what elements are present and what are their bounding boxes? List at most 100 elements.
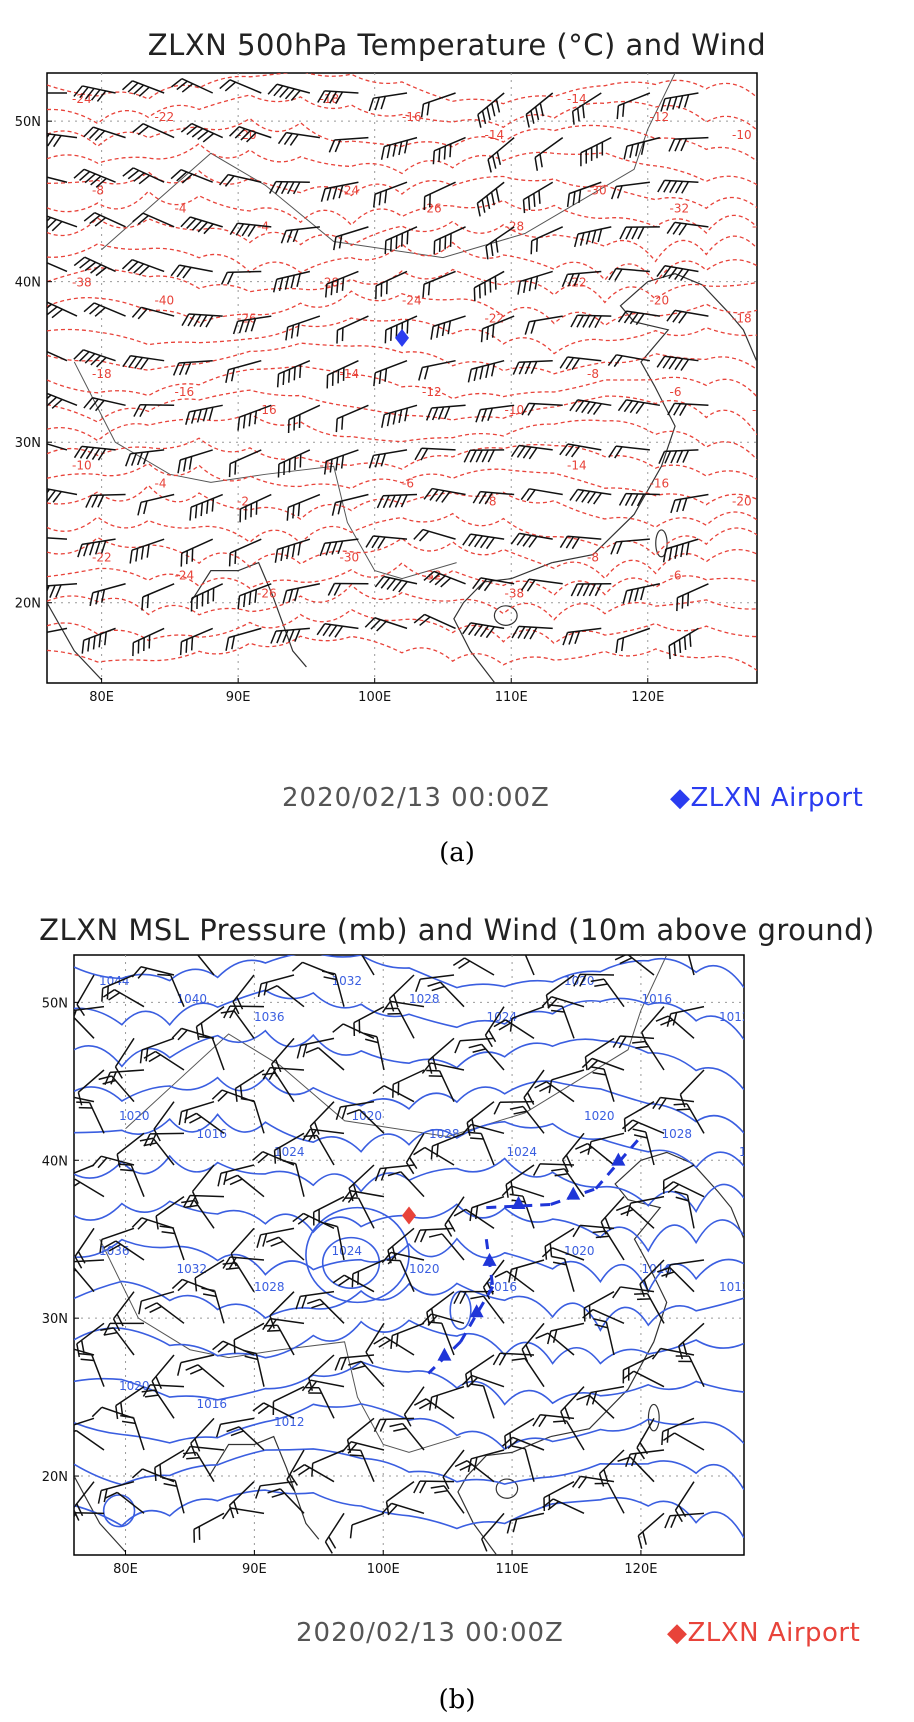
wind-barb bbox=[309, 1101, 335, 1140]
wind-barb bbox=[133, 403, 175, 418]
wind-barb bbox=[137, 493, 175, 516]
wind-barb bbox=[413, 1480, 455, 1494]
wind-barb bbox=[129, 538, 165, 564]
wind-barb bbox=[622, 583, 661, 604]
wind-barb bbox=[667, 402, 709, 417]
wind-barb bbox=[623, 1101, 655, 1133]
wind-barb bbox=[177, 449, 213, 474]
wind-barb bbox=[47, 487, 78, 503]
wind-barb bbox=[661, 1417, 695, 1446]
wind-barb bbox=[381, 1502, 425, 1516]
wind-barb bbox=[189, 493, 223, 521]
wind-barb bbox=[141, 583, 175, 611]
wind-barb bbox=[368, 92, 408, 112]
wind-barb bbox=[480, 315, 515, 343]
wind-barb bbox=[122, 167, 165, 185]
wind-barb bbox=[442, 1449, 465, 1490]
wind-barb bbox=[229, 126, 272, 143]
wind-barb bbox=[472, 577, 515, 592]
diamond-icon: ◆ bbox=[667, 1618, 688, 1648]
wind-barb bbox=[485, 226, 515, 260]
wind-barb bbox=[239, 493, 272, 523]
wind-barb bbox=[615, 627, 651, 654]
wind-barb bbox=[78, 1352, 105, 1387]
wind-barb bbox=[616, 92, 651, 120]
wind-barb bbox=[493, 1100, 535, 1115]
wind-barb bbox=[511, 1445, 535, 1482]
contour-label: -6 bbox=[670, 568, 682, 582]
wind-barb bbox=[176, 1354, 215, 1376]
wind-barbs bbox=[74, 955, 705, 1554]
contour-label: 1036 bbox=[254, 1010, 285, 1024]
wind-barb bbox=[501, 1185, 545, 1198]
wind-barb bbox=[153, 1101, 175, 1142]
wind-barb bbox=[684, 955, 695, 976]
panel-a-legend-label: ZLXN Airport bbox=[690, 783, 864, 813]
wind-barb bbox=[365, 1322, 385, 1365]
wind-barb bbox=[74, 1429, 105, 1451]
wind-barb bbox=[413, 613, 456, 630]
wind-barb bbox=[573, 973, 615, 987]
wind-barb bbox=[668, 627, 699, 660]
lat-tick-label: 20N bbox=[15, 597, 41, 612]
wind-barb bbox=[508, 1259, 545, 1283]
wind-barb bbox=[170, 264, 213, 279]
wind-barb bbox=[91, 1155, 135, 1169]
wind-barb bbox=[144, 1302, 185, 1324]
wind-barb bbox=[427, 981, 465, 1008]
panel-b-legend-label: ZLXN Airport bbox=[687, 1618, 861, 1648]
wind-barb bbox=[532, 1414, 575, 1428]
wind-barb bbox=[335, 404, 369, 433]
wind-barb bbox=[201, 1287, 225, 1324]
wind-barb bbox=[612, 1035, 655, 1049]
wind-barb bbox=[572, 1475, 615, 1489]
contour-label: -6 bbox=[670, 385, 682, 399]
wind-barb bbox=[610, 538, 650, 555]
wind-barb bbox=[657, 179, 699, 194]
contour-label: -14 bbox=[485, 128, 505, 142]
wind-barb bbox=[387, 1171, 425, 1198]
wind-barb bbox=[374, 1164, 415, 1182]
wind-barb bbox=[240, 1097, 265, 1134]
contour-label: -38 bbox=[505, 586, 525, 600]
wind-barb bbox=[178, 1100, 215, 1125]
wind-barb bbox=[510, 444, 553, 460]
wind-barb bbox=[348, 1164, 375, 1202]
wind-barb bbox=[282, 1160, 305, 1197]
wind-barb bbox=[172, 359, 213, 376]
wind-barb bbox=[651, 1347, 695, 1360]
wind-barb bbox=[74, 1164, 95, 1179]
contour-label: -8 bbox=[92, 184, 104, 198]
wind-barb bbox=[522, 181, 554, 214]
wind-barb bbox=[170, 77, 214, 94]
wind-barb bbox=[47, 345, 68, 362]
wind-barb bbox=[501, 1436, 545, 1451]
wind-barb bbox=[334, 1354, 375, 1371]
wind-barb bbox=[542, 1498, 585, 1515]
wind-barb bbox=[664, 1512, 705, 1529]
wind-barb bbox=[381, 404, 418, 428]
wind-barb bbox=[619, 226, 660, 240]
wind-barb bbox=[99, 1227, 135, 1253]
lon-tick-label: 100E bbox=[358, 690, 391, 705]
wind-barb bbox=[676, 583, 709, 612]
contour-label: -26 bbox=[237, 311, 257, 325]
wind-barb bbox=[430, 1485, 465, 1514]
contour-label: -16 bbox=[175, 385, 195, 399]
wind-barb bbox=[481, 1512, 505, 1552]
axis-ticks: 50N 40N 30N 20N 80E 90E 100E 110E 120E bbox=[42, 996, 658, 1577]
wind-barb bbox=[673, 1103, 705, 1134]
contour-label: 1028 bbox=[429, 1127, 460, 1141]
wind-barb bbox=[326, 360, 359, 389]
wind-barb bbox=[296, 1037, 335, 1059]
wind-barb bbox=[47, 392, 78, 409]
wind-barb bbox=[285, 315, 321, 341]
wind-barb bbox=[89, 583, 126, 607]
wind-barb bbox=[74, 1005, 105, 1023]
wind-barb bbox=[267, 1488, 305, 1514]
wind-barb bbox=[426, 1069, 455, 1102]
panel-a-temperature-wind: ZLXN 500hPa Temperature (°C) and Wind -2… bbox=[0, 0, 914, 868]
contour-label: 1012 bbox=[719, 1010, 750, 1024]
wind-barb bbox=[335, 1100, 375, 1121]
wind-barb bbox=[625, 1449, 665, 1468]
